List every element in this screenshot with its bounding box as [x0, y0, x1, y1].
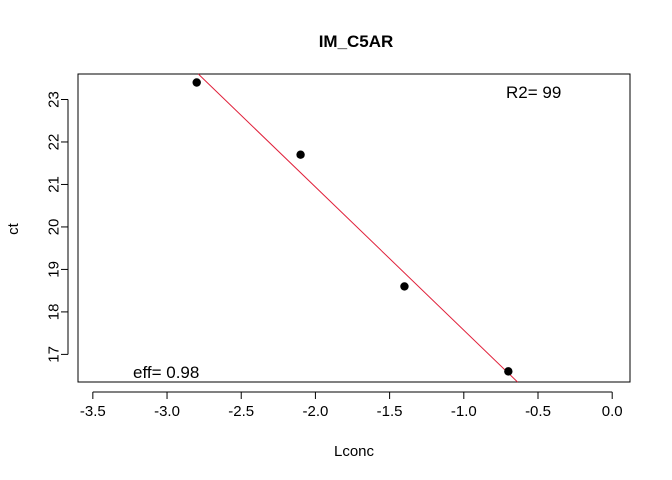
y-tick-label: 20 [46, 219, 63, 236]
y-axis-label: ct [5, 222, 22, 235]
x-tick-label: -1.0 [451, 403, 477, 420]
data-point [504, 367, 513, 376]
data-point [400, 282, 409, 291]
efficiency-annotation: eff= 0.98 [133, 363, 199, 382]
y-tick-label: 22 [46, 134, 63, 151]
x-tick-label: -2.0 [302, 403, 328, 420]
data-points [192, 78, 513, 376]
x-tick-label: -2.5 [228, 403, 254, 420]
x-tick-label: -0.5 [525, 403, 551, 420]
y-tick-label: 21 [46, 176, 63, 193]
x-tick-label: -3.0 [154, 403, 180, 420]
data-point [296, 150, 305, 159]
x-tick-label: 0.0 [602, 403, 623, 420]
x-axis-label: Lconc [334, 443, 375, 460]
data-point [192, 78, 201, 87]
y-tick-label: 19 [46, 261, 63, 278]
x-axis: -3.5 -3.0 -2.5 -2.0 -1.5 -1.0 -0.5 0.0 [80, 391, 623, 420]
x-tick-label: -3.5 [80, 403, 106, 420]
y-tick-label: 23 [46, 91, 63, 108]
plot-frame [77, 73, 631, 383]
y-axis: 17 18 19 20 21 22 23 [46, 91, 69, 363]
y-tick-label: 17 [46, 346, 63, 363]
x-tick-label: -1.5 [377, 403, 403, 420]
regression-line-group [197, 73, 518, 383]
r2-annotation: R2= 99 [506, 83, 561, 102]
regression-line [197, 73, 518, 383]
y-tick-label: 18 [46, 304, 63, 321]
chart-title: IM_C5AR [319, 32, 394, 51]
